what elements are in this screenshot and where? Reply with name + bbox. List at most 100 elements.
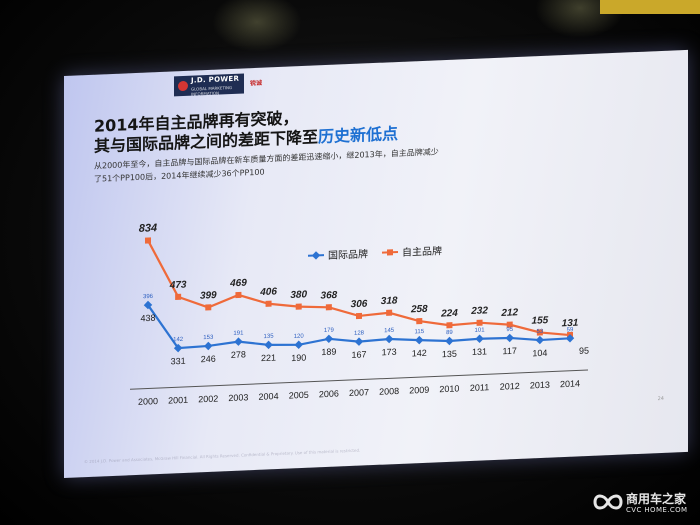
gap-value-label: 135 (442, 349, 457, 360)
data-label-domestic: 399 (200, 290, 217, 302)
x-tick-label: 2010 (439, 383, 459, 394)
data-label-domestic: 212 (500, 307, 518, 319)
gap-value-label: 131 (472, 346, 487, 357)
gap-value-label: 173 (382, 347, 397, 358)
data-label-domestic: 232 (470, 305, 488, 317)
data-label-international: 135 (264, 334, 275, 340)
data-label-international: 53 (537, 329, 544, 335)
data-point-domestic (295, 303, 302, 310)
data-label-international: 120 (294, 334, 305, 340)
data-point-domestic (446, 322, 453, 329)
data-point-international (143, 300, 153, 310)
x-tick-label: 2009 (409, 385, 429, 396)
data-label-domestic: 155 (532, 315, 549, 327)
line-chart: 834 473 399 469 406 380 368 306 318 258 224 232 212 1… (130, 222, 589, 407)
data-label-international: 145 (384, 328, 395, 334)
data-point-domestic (205, 304, 212, 311)
gap-value-label: 438 (140, 313, 155, 324)
data-label-international: 179 (324, 328, 335, 334)
cvchome-watermark: 商用车之家 CVC HOME.COM (592, 485, 696, 521)
data-label-domestic: 131 (562, 318, 579, 330)
data-point-international (324, 334, 334, 344)
data-label-domestic: 406 (259, 286, 277, 298)
data-label-domestic: 258 (410, 304, 428, 316)
gap-value-label: 189 (321, 347, 336, 358)
data-label-international: 153 (203, 335, 214, 341)
gap-value-label: 221 (261, 353, 276, 364)
data-point-domestic (506, 321, 513, 328)
x-tick-label: 2005 (289, 390, 309, 401)
data-point-domestic (265, 300, 272, 307)
data-label-international: 191 (233, 330, 244, 336)
data-label-domestic: 306 (351, 299, 368, 311)
x-tick-label: 2008 (379, 386, 399, 397)
gap-value-label: 190 (291, 352, 306, 363)
yellow-wall-strip (600, 0, 700, 14)
x-tick-label: 2003 (228, 392, 248, 403)
data-label-international: 101 (475, 328, 486, 334)
x-tick-label: 2002 (198, 394, 218, 405)
data-point-international (204, 341, 213, 351)
data-point-international (415, 335, 424, 345)
x-tick-label: 2001 (168, 395, 188, 406)
data-label-domestic: 224 (440, 308, 458, 320)
projected-slide: J.D. POWER GLOBAL MARKETING INFORMATION … (64, 49, 688, 479)
gap-value-label: 117 (503, 346, 517, 357)
x-tick-label: 2012 (500, 381, 520, 392)
data-point-international (565, 334, 575, 343)
data-label-domestic: 469 (229, 278, 247, 290)
data-point-domestic (235, 291, 242, 299)
data-label-international: 128 (354, 330, 365, 336)
ceiling-light (212, 0, 302, 52)
data-point-domestic (356, 312, 362, 320)
x-tick-label: 2014 (560, 378, 580, 389)
data-point-international (234, 337, 243, 346)
data-point-international (384, 334, 394, 344)
gap-value-label: 142 (412, 348, 427, 359)
data-point-international (475, 334, 484, 343)
data-label-international: 396 (143, 294, 154, 300)
data-point-domestic (386, 309, 393, 316)
x-tick-label: 2000 (138, 396, 158, 407)
data-point-international (264, 340, 273, 350)
x-tick-label: 2004 (259, 391, 279, 402)
data-label-domestic: 380 (290, 289, 307, 301)
data-point-international (173, 343, 183, 353)
data-point-domestic (536, 329, 543, 336)
slide-number: 24 (657, 395, 664, 403)
gap-value-label: 167 (351, 349, 366, 360)
gap-value-label: 278 (231, 349, 246, 360)
infinity-logo-icon (593, 494, 623, 510)
data-point-domestic (145, 237, 151, 244)
legend-marker-domestic (387, 249, 393, 256)
data-label-international: 89 (446, 330, 453, 336)
data-point-domestic (416, 317, 423, 325)
data-label-domestic: 368 (321, 290, 338, 302)
data-label-international: 115 (414, 329, 424, 335)
data-point-domestic (325, 304, 332, 311)
x-tick-label: 2011 (470, 382, 489, 393)
data-point-international (354, 337, 364, 346)
x-tick-label: 2007 (349, 387, 369, 398)
gap-value-label: 95 (579, 346, 589, 356)
legend-label-international: 国际品牌 (328, 247, 368, 262)
x-tick-label: 2006 (319, 388, 339, 399)
data-label-international: 95 (506, 327, 513, 333)
legend-label-domestic: 自主品牌 (402, 244, 442, 259)
data-label-international: 59 (567, 327, 574, 333)
data-point-international (535, 335, 545, 345)
watermark-text: 商用车之家 (626, 492, 687, 506)
data-point-international (294, 340, 303, 350)
data-point-international (445, 336, 454, 346)
data-label-domestic: 473 (169, 279, 187, 291)
gap-value-label: 246 (201, 354, 216, 365)
gap-value-label: 331 (171, 356, 186, 367)
watermark-url: CVC HOME.COM (626, 506, 688, 514)
data-point-domestic (175, 293, 182, 300)
data-label-domestic: 834 (139, 222, 157, 235)
legend-marker-international (311, 251, 321, 260)
data-label-domestic: 318 (381, 295, 398, 307)
gap-value-label: 104 (532, 348, 547, 359)
x-tick-label: 2013 (530, 380, 550, 391)
data-point-domestic (476, 319, 483, 326)
